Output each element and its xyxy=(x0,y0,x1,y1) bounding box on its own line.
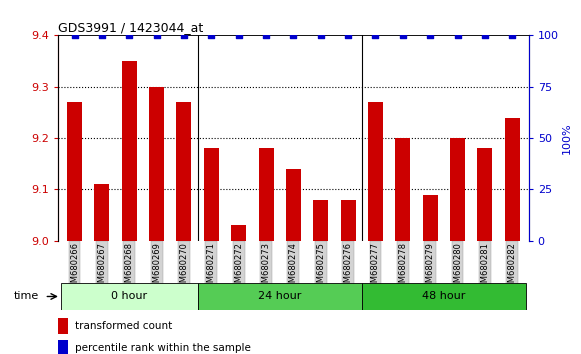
Point xyxy=(425,33,435,38)
Bar xyxy=(67,102,82,241)
Bar xyxy=(505,118,520,241)
Point xyxy=(207,33,216,38)
Text: 0 hour: 0 hour xyxy=(111,291,148,302)
Bar xyxy=(478,148,493,241)
Bar xyxy=(259,148,274,241)
Point xyxy=(289,33,298,38)
Bar xyxy=(395,138,410,241)
Bar xyxy=(362,283,526,310)
Bar xyxy=(58,341,69,354)
Point xyxy=(152,33,162,38)
Text: GDS3991 / 1423044_at: GDS3991 / 1423044_at xyxy=(58,21,203,34)
Point xyxy=(124,33,134,38)
Bar xyxy=(177,102,192,241)
Text: 48 hour: 48 hour xyxy=(422,291,465,302)
Point xyxy=(261,33,271,38)
Text: 24 hour: 24 hour xyxy=(258,291,302,302)
Point xyxy=(371,33,380,38)
Point xyxy=(398,33,407,38)
Bar xyxy=(149,87,164,241)
Bar xyxy=(58,318,69,334)
Bar xyxy=(340,200,356,241)
Point xyxy=(316,33,325,38)
Text: transformed count: transformed count xyxy=(74,321,172,331)
Text: percentile rank within the sample: percentile rank within the sample xyxy=(74,343,250,353)
Point xyxy=(234,33,243,38)
Bar xyxy=(423,195,437,241)
Point xyxy=(480,33,490,38)
Bar xyxy=(231,225,246,241)
Bar xyxy=(121,61,137,241)
Bar xyxy=(450,138,465,241)
Point xyxy=(453,33,462,38)
Point xyxy=(508,33,517,38)
Text: time: time xyxy=(14,291,39,302)
Y-axis label: 100%: 100% xyxy=(561,122,572,154)
Bar xyxy=(61,283,198,310)
Point xyxy=(70,33,79,38)
Bar xyxy=(313,200,328,241)
Point xyxy=(180,33,189,38)
Bar xyxy=(198,283,362,310)
Bar xyxy=(368,102,383,241)
Point xyxy=(343,33,353,38)
Bar xyxy=(286,169,301,241)
Point xyxy=(97,33,106,38)
Bar xyxy=(94,184,109,241)
Bar xyxy=(204,148,219,241)
